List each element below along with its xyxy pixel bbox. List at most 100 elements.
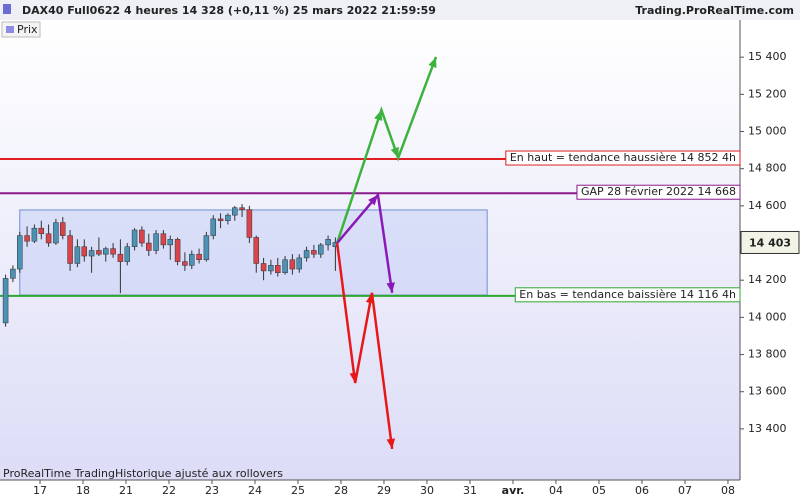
candle-body xyxy=(311,250,317,255)
y-axis-panel xyxy=(740,20,800,500)
arrow xyxy=(335,242,394,450)
candle-body xyxy=(239,207,245,210)
candle-body xyxy=(289,259,296,270)
x-tick-label: 28 xyxy=(334,484,348,497)
candle-body xyxy=(260,263,267,272)
candle-body xyxy=(31,227,38,242)
last-price-box xyxy=(740,230,800,254)
candle-body xyxy=(10,268,16,279)
x-tick-label: 18 xyxy=(76,484,90,497)
x-tick-label: 25 xyxy=(291,484,305,497)
candle-body xyxy=(217,218,224,221)
candle-body xyxy=(153,233,159,251)
candle-body xyxy=(303,250,310,259)
candle-body xyxy=(53,222,59,244)
candle-body xyxy=(296,257,303,270)
candle-body xyxy=(2,278,9,324)
y-tick-label: 15 000 xyxy=(748,125,787,138)
plot-area xyxy=(0,20,740,480)
candle-body xyxy=(81,246,88,257)
y-tick-label: 14 600 xyxy=(748,199,787,212)
arrow xyxy=(335,56,438,244)
y-tick-label: 13 400 xyxy=(748,422,787,435)
arrowhead xyxy=(390,146,399,158)
candle-body xyxy=(275,265,281,274)
x-tick-label: 31 xyxy=(463,484,477,497)
y-tick-label: 15 400 xyxy=(748,50,787,63)
candle-body xyxy=(96,250,102,255)
candle-body xyxy=(232,207,238,216)
y-tick-label: 13 600 xyxy=(748,385,787,398)
y-tick-label: 14 800 xyxy=(748,162,787,175)
x-tick-label: 29 xyxy=(377,484,391,497)
candle-body xyxy=(196,253,202,261)
candle-body xyxy=(325,239,331,246)
candle-body xyxy=(88,250,95,257)
x-tick-label: 21 xyxy=(119,484,133,497)
candle-body xyxy=(139,229,145,244)
candle-body xyxy=(189,253,195,266)
candle-body xyxy=(17,235,23,270)
y-tick-label: 13 800 xyxy=(748,348,787,361)
x-tick-label: 24 xyxy=(248,484,262,497)
level-label-box xyxy=(514,287,741,303)
header-icon xyxy=(3,4,11,14)
candle-body xyxy=(24,235,30,242)
x-tick-label: 30 xyxy=(420,484,434,497)
x-tick-label: 05 xyxy=(592,484,606,497)
footer-note: ProRealTime TradingHistorique ajusté aux… xyxy=(3,467,283,480)
x-tick-label: 04 xyxy=(549,484,563,497)
x-tick-label: 08 xyxy=(721,484,735,497)
candle-body xyxy=(160,233,167,246)
x-tick-label: avr. xyxy=(502,484,525,497)
candle-body xyxy=(182,261,188,266)
level-label: GAP 28 Février 2022 14 668 xyxy=(581,185,736,198)
header-bar xyxy=(0,0,800,20)
arrowhead xyxy=(386,438,396,449)
legend-box xyxy=(1,21,41,38)
arrowhead xyxy=(368,194,378,206)
last-price-label: 14 403 xyxy=(749,236,791,249)
candle-body xyxy=(124,246,131,262)
candle-body xyxy=(318,244,324,255)
candle-body xyxy=(167,239,174,246)
x-tick-label: 06 xyxy=(635,484,649,497)
candle-body xyxy=(210,218,217,236)
candle-body xyxy=(253,237,260,264)
arrowhead xyxy=(365,292,375,304)
candle-body xyxy=(246,209,253,238)
candle-body xyxy=(74,246,81,264)
candle-body xyxy=(225,214,231,221)
candle-body xyxy=(60,222,66,236)
legend-label: Prix xyxy=(17,23,38,36)
candle-body xyxy=(38,227,45,234)
candle-body xyxy=(117,253,124,262)
candle-body xyxy=(268,265,274,272)
level-label-box xyxy=(505,150,741,166)
legend-swatch xyxy=(6,26,14,33)
header-title: DAX40 Full0622 4 heures 14 328 (+0,11 %)… xyxy=(22,4,436,17)
arrowhead xyxy=(428,56,437,68)
candle-body xyxy=(146,242,152,251)
level-label-box xyxy=(576,184,741,200)
candle-body xyxy=(45,233,52,244)
arrowhead xyxy=(374,109,383,121)
candle-body xyxy=(67,235,73,264)
y-tick-label: 14 000 xyxy=(748,310,787,323)
candle-body xyxy=(131,229,138,247)
candle-body xyxy=(203,235,210,261)
x-axis-panel xyxy=(0,480,740,500)
candle-body xyxy=(174,239,181,262)
y-tick-label: 15 200 xyxy=(748,87,787,100)
x-tick-label: 17 xyxy=(33,484,47,497)
x-tick-label: 07 xyxy=(678,484,692,497)
site-name: Trading.ProRealTime.com xyxy=(635,4,794,17)
arrowhead xyxy=(386,282,395,293)
x-tick-label: 22 xyxy=(162,484,176,497)
x-tick-label: 23 xyxy=(205,484,219,497)
candle-body xyxy=(282,259,288,274)
level-label: En bas = tendance baissière 14 116 4h xyxy=(519,288,736,301)
y-tick-label: 14 200 xyxy=(748,273,787,286)
candle-body xyxy=(110,248,116,255)
